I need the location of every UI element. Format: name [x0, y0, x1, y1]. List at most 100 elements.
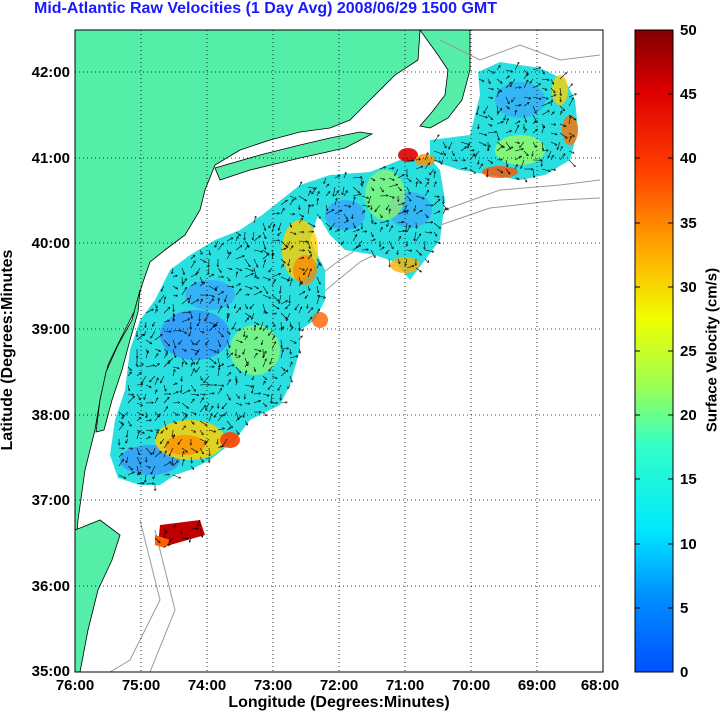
velocity-arrow: [304, 267, 309, 274]
velocity-arrow: [262, 285, 268, 293]
velocity-arrow: [352, 235, 357, 242]
velocity-arrow: [190, 420, 194, 424]
velocity-arrow: [159, 294, 165, 302]
velocity-arrow: [325, 184, 329, 188]
velocity-arrow: [514, 156, 521, 161]
velocity-arrow: [263, 348, 264, 358]
colorbar-tick-label: 50: [680, 22, 697, 39]
velocity-arrow: [136, 364, 143, 368]
velocity-arrow: [343, 191, 347, 197]
velocity-arrow: [244, 330, 245, 336]
velocity-arrow: [478, 141, 486, 145]
y-tick-label: 42:00: [32, 64, 70, 81]
velocity-arrow: [181, 460, 184, 467]
velocity-arrow: [278, 384, 282, 390]
velocity-arrow: [172, 366, 179, 368]
velocity-arrow: [127, 448, 132, 449]
velocity-arrow: [424, 163, 430, 170]
velocity-arrow: [217, 267, 221, 272]
velocity-arrow: [196, 366, 201, 372]
velocity-arrow: [199, 394, 205, 395]
velocity-arrow: [208, 393, 214, 394]
velocity-arrow: [154, 364, 159, 368]
velocity-arrow: [182, 375, 183, 381]
velocity-arrow: [379, 228, 382, 233]
velocity-arrow: [415, 167, 423, 170]
velocity-arrow: [388, 177, 394, 180]
velocity-arrow: [226, 330, 230, 334]
velocity-arrow: [127, 394, 134, 395]
velocity-arrow: [368, 195, 372, 203]
velocity-arrow: [250, 303, 255, 308]
velocity-arrow: [244, 420, 247, 425]
velocity-arrow: [280, 209, 284, 215]
velocity-arrows: [119, 63, 576, 548]
velocity-arrow: [136, 384, 143, 385]
velocity-arrow: [178, 438, 183, 444]
velocity-arrow: [127, 372, 131, 377]
velocity-arrow: [226, 249, 229, 254]
velocity-arrow: [163, 462, 171, 467]
velocity-arrow: [181, 384, 183, 392]
velocity-arrow: [334, 210, 342, 215]
velocity-arrow: [126, 456, 129, 463]
velocity-arrow: [514, 142, 519, 143]
velocity-arrow: [204, 375, 210, 383]
velocity-arrow: [208, 357, 216, 363]
velocity-arrow: [215, 240, 219, 247]
velocity-arrow: [298, 292, 305, 296]
velocity-arrow: [298, 195, 306, 201]
velocity-arrow: [487, 132, 497, 134]
colorbar-tick-label: 0: [680, 664, 688, 681]
velocity-arrow: [514, 149, 523, 152]
velocity-arrow: [172, 276, 177, 278]
velocity-arrow: [424, 258, 429, 262]
land-cape-cod: [419, 30, 471, 129]
velocity-arrow: [433, 182, 436, 188]
velocity-arrow: [172, 348, 176, 357]
velocity-arrow: [226, 373, 231, 377]
velocity-arrow: [244, 336, 247, 341]
velocity-arrow: [523, 177, 527, 182]
velocity-arrow: [271, 336, 275, 341]
velocity-arrow: [496, 122, 503, 125]
velocity-arrow: [244, 318, 248, 323]
colorbar-tick-labels: 50 45 40 35 30 25 20 15 10 5 0: [680, 22, 697, 681]
velocity-arrow: [262, 222, 265, 230]
velocity-arrow: [352, 194, 361, 197]
velocity-arrow: [208, 406, 213, 413]
velocity-arrow: [289, 195, 296, 199]
velocity-arrow: [307, 317, 312, 323]
velocity-arrow: [153, 474, 156, 479]
velocity-arrow: [505, 131, 511, 134]
velocity-arrow: [325, 210, 334, 215]
velocity-arrow: [425, 240, 426, 249]
velocity-arrow: [217, 330, 223, 337]
velocity-arrow: [172, 411, 178, 415]
velocity-arrow: [395, 168, 399, 175]
velocity-arrow: [334, 199, 337, 206]
velocity-arrow: [208, 299, 213, 305]
velocity-arrow: [181, 267, 184, 274]
velocity-arrow: [406, 160, 414, 161]
velocity-arrow: [181, 288, 186, 296]
velocity-arrow: [191, 456, 192, 463]
velocity-arrow: [541, 111, 549, 116]
velocity-arrow: [244, 403, 250, 404]
velocity-arrow: [190, 348, 198, 352]
velocity-arrow: [424, 182, 428, 188]
velocity-arrow: [352, 197, 355, 206]
velocity-arrow: [181, 447, 187, 452]
velocity-arrow: [280, 258, 285, 263]
velocity-arrow: [541, 103, 550, 107]
velocity-arrow: [190, 256, 195, 260]
velocity-arrow: [334, 176, 340, 179]
velocity-arrow: [343, 204, 351, 207]
velocity-arrow: [161, 285, 165, 291]
velocity-arrow: [433, 159, 441, 162]
velocity-arrow: [541, 126, 544, 134]
velocity-arrow: [279, 294, 282, 303]
velocity-arrow: [173, 303, 174, 311]
velocity-arrow: [433, 211, 440, 215]
velocity-arrow: [343, 213, 347, 219]
